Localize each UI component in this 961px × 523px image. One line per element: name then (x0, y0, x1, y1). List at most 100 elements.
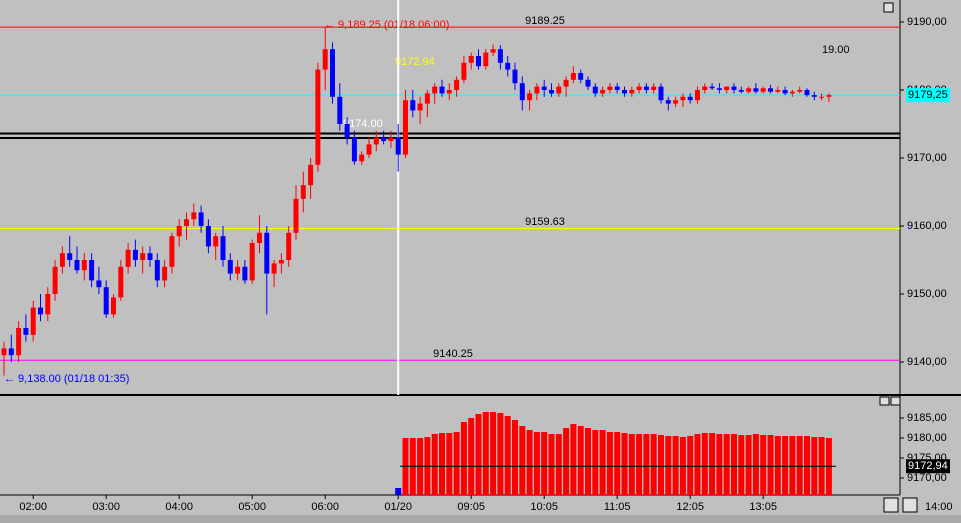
candle-body (826, 95, 832, 97)
panel-button[interactable] (883, 2, 894, 13)
price-box (906, 459, 950, 474)
tool-button[interactable] (883, 497, 899, 513)
bar (468, 418, 475, 495)
bar (606, 432, 613, 495)
bar (694, 434, 701, 495)
candle-body (52, 266, 58, 294)
level-label: 9159.63 (525, 216, 565, 228)
candle-body (176, 225, 182, 237)
candle-body (738, 89, 744, 92)
x-tick-label: 14:00 (925, 501, 953, 513)
candle-body (709, 86, 715, 89)
bar (621, 433, 628, 495)
candle-body (643, 86, 649, 90)
candle-body (278, 259, 284, 264)
candle-body (1, 348, 7, 356)
candle-body (746, 88, 752, 92)
bar (716, 434, 723, 495)
toolbar (0, 515, 961, 523)
candle-body (132, 249, 138, 260)
candle-body (673, 100, 679, 104)
candle-body (315, 69, 321, 165)
level-label: 9140.25 (433, 348, 473, 360)
candle-body (89, 259, 95, 281)
bar (643, 434, 650, 495)
bar (731, 434, 737, 495)
candle-body (330, 49, 335, 97)
candle-body (483, 52, 489, 67)
panel-button[interactable] (879, 396, 890, 406)
panel-button[interactable] (890, 396, 901, 406)
bar (628, 434, 635, 495)
candle-body (322, 49, 328, 70)
candle-body (191, 212, 197, 220)
candle-body (59, 253, 65, 267)
bar (738, 435, 745, 495)
bar (504, 416, 511, 495)
price-box (906, 88, 950, 103)
candle-body (775, 89, 781, 92)
x-tick-label: 01/20 (384, 501, 412, 513)
candle-body (622, 89, 627, 94)
candle-body (184, 219, 189, 226)
candle-body (519, 83, 525, 101)
candle-body (716, 88, 722, 90)
bar (760, 435, 767, 495)
bar (563, 428, 570, 495)
candle-body (789, 91, 795, 94)
candle-body (271, 263, 277, 274)
bar (570, 424, 577, 495)
candle-body (344, 123, 350, 138)
bar (585, 428, 591, 495)
candle-body (556, 86, 562, 94)
bar (482, 412, 489, 495)
candle-body (30, 307, 36, 335)
bar (453, 432, 460, 495)
tool-button[interactable] (902, 497, 918, 513)
candle-body (468, 55, 474, 63)
bar (782, 436, 789, 495)
candle-body (264, 232, 270, 274)
candle-body (629, 89, 635, 94)
candle-body (549, 89, 554, 94)
x-tick-label: 06:00 (311, 501, 339, 513)
candle-body (147, 253, 153, 260)
candle-body (286, 232, 292, 260)
candle-body (359, 154, 365, 162)
candle-body (227, 259, 233, 274)
candle-body (585, 79, 591, 87)
candle-body (38, 307, 43, 315)
bar (723, 434, 730, 495)
x-tick-label: 02:00 (19, 501, 47, 513)
candle-body (300, 185, 306, 199)
bar (701, 433, 708, 495)
candle-body (636, 86, 642, 90)
candle-body (804, 89, 810, 96)
candle-body (257, 232, 262, 243)
candle-body (213, 236, 219, 247)
candle-body (351, 137, 357, 162)
annotation: 19.00 (822, 44, 850, 56)
candle-body (373, 137, 379, 145)
candle-body (16, 327, 22, 356)
price-box-label: 9172,94 (908, 460, 948, 472)
candle-body (308, 164, 314, 186)
candle-body (118, 266, 124, 298)
y-tick-label: 9170,00 (907, 152, 947, 164)
annotation: 9174.00 (343, 118, 383, 130)
candle-body (768, 88, 773, 92)
x-tick-label: 09:05 (457, 501, 485, 513)
bar (446, 433, 453, 495)
candle-body (702, 86, 708, 90)
candle-body (162, 266, 168, 281)
level-label: 9189.25 (525, 15, 565, 27)
bar (796, 436, 803, 495)
candle-body (724, 86, 730, 90)
bar (658, 435, 664, 495)
candle-body (490, 49, 496, 53)
x-tick-label: 11:05 (604, 501, 631, 513)
candle-body (760, 88, 766, 92)
candle-body (665, 100, 671, 104)
y-tick-label: 9180,00 (907, 432, 947, 444)
